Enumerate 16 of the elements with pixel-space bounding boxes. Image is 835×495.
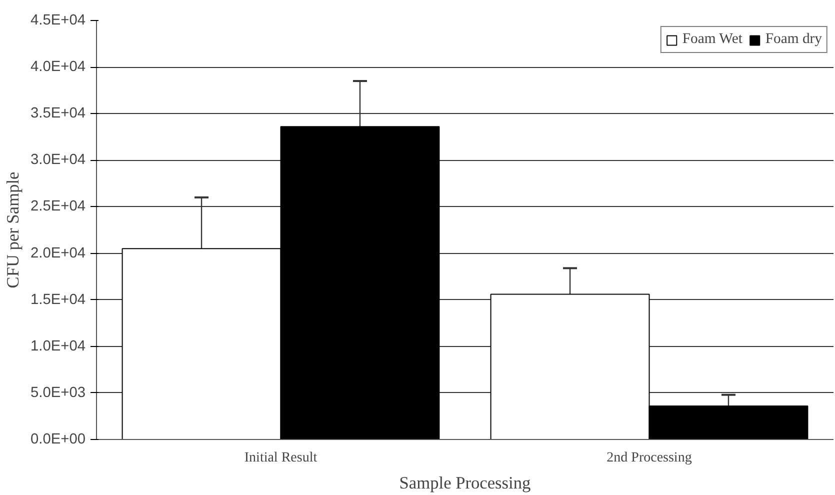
y-axis-title: CFU per Sample — [3, 171, 22, 288]
x-axis-title: Sample Processing — [399, 474, 532, 492]
y-tick-label: 5.0E+03 — [30, 384, 86, 401]
y-tick-label: 2.5E+04 — [30, 198, 86, 215]
y-tick-label: 3.0E+04 — [30, 152, 86, 168]
legend-label: Foam dry — [765, 31, 822, 48]
x-tick-label: Initial Result — [244, 450, 318, 466]
legend-label: Foam Wet — [682, 31, 742, 48]
y-tick-label: 0.0E+00 — [30, 432, 86, 448]
y-tick-label: 1.0E+04 — [30, 338, 86, 354]
y-tick-label: 2.0E+04 — [30, 245, 86, 262]
y-tick-label: 4.5E+04 — [30, 12, 86, 28]
y-tick-label: 4.0E+04 — [30, 59, 86, 76]
y-tick-label: 1.5E+04 — [30, 292, 86, 308]
x-tick-label: 2nd Processing — [606, 450, 692, 466]
y-tick-label: 3.5E+04 — [30, 106, 86, 122]
